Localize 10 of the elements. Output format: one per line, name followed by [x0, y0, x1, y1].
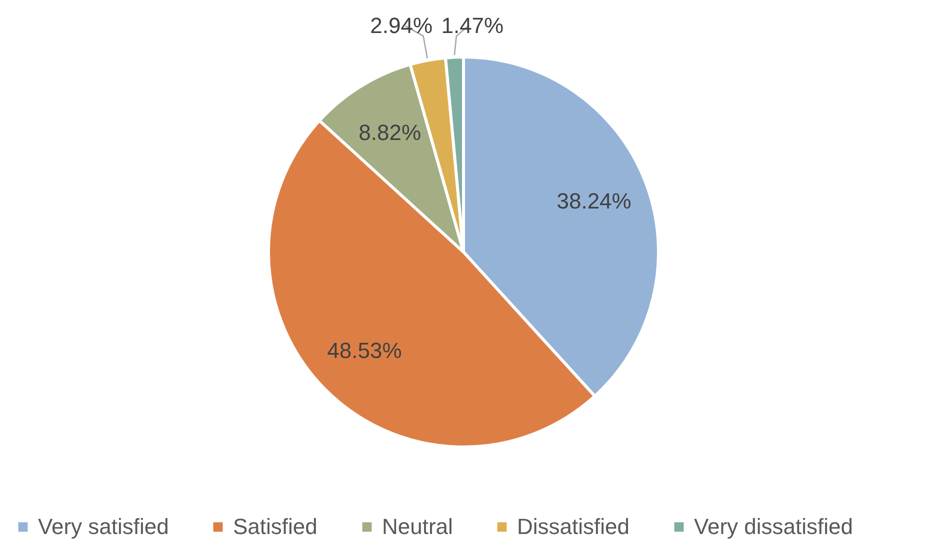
data-label: 48.53% — [327, 338, 402, 363]
legend-label: Very dissatisfied — [694, 514, 853, 539]
data-label: 2.94% — [370, 13, 433, 38]
legend-label: Neutral — [382, 514, 453, 539]
data-label: 1.47% — [441, 13, 504, 38]
legend-label: Satisfied — [233, 514, 318, 539]
legend-label: Very satisfied — [38, 514, 169, 539]
legend-label: Dissatisfied — [517, 514, 630, 539]
data-label: 8.82% — [358, 120, 422, 145]
data-label: 38.24% — [556, 188, 632, 214]
